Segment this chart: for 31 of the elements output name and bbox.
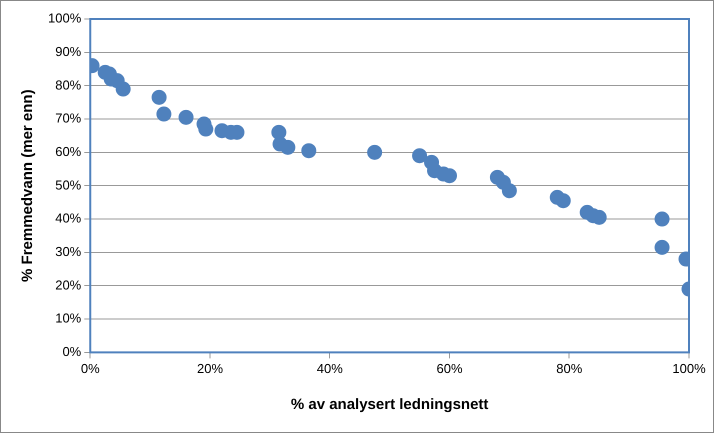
y-axis-title: % Fremmedvann (mer enn) — [19, 89, 36, 282]
y-tick-label: 10% — [55, 310, 82, 326]
y-tick-label: 0% — [62, 344, 82, 359]
x-tick-label: 40% — [316, 360, 344, 376]
point — [502, 183, 517, 198]
point — [556, 193, 571, 208]
point — [280, 140, 296, 155]
point — [367, 144, 382, 160]
y-tick-label: 20% — [55, 277, 82, 292]
y-tick-label: 30% — [55, 244, 82, 259]
point — [156, 106, 172, 122]
y-tick-label: 60% — [55, 144, 82, 159]
x-tick-label: 100% — [672, 360, 706, 376]
x-tick-label: 60% — [436, 360, 463, 376]
point — [178, 110, 194, 125]
y-tick-label: 100% — [48, 10, 82, 26]
y-tick-label: 80% — [55, 77, 82, 92]
y-tick-label: 90% — [55, 44, 82, 59]
point — [301, 143, 316, 158]
x-axis-title: % av analysert ledningsnett — [290, 396, 488, 414]
x-tick-label: 0% — [80, 360, 100, 376]
point — [412, 148, 428, 164]
point — [654, 240, 670, 255]
x-tick-label: 20% — [196, 360, 224, 376]
y-tick-label: 40% — [55, 210, 82, 226]
point — [654, 212, 670, 227]
y-tick-label: 50% — [55, 177, 82, 192]
point — [152, 90, 167, 105]
x-tick-label: 80% — [556, 360, 583, 376]
point — [116, 82, 131, 97]
y-tick-label: 70% — [55, 110, 82, 126]
